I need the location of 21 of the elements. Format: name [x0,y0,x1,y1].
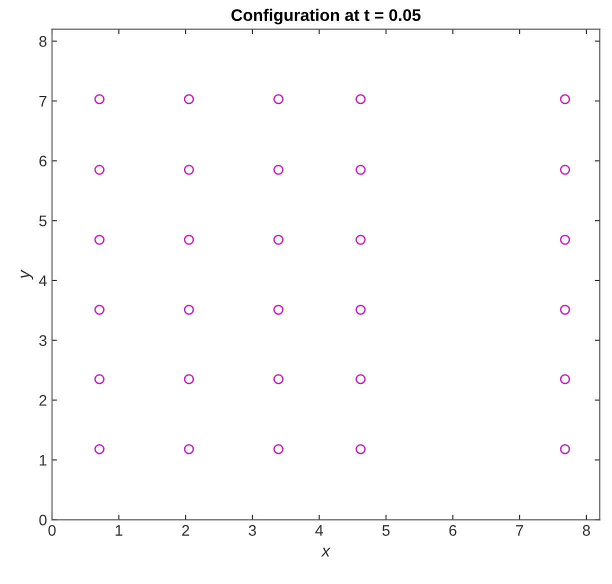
x-tick-label: 2 [182,525,190,536]
x-axis-title: x [321,548,331,556]
y-tick-label: 0 [39,514,47,526]
y-tick-label: 3 [39,335,46,346]
y-tick-label: 6 [39,156,46,166]
y-tick-label: 1 [40,454,46,466]
x-tick-label: 7 [516,525,524,536]
x-tick-label: 1 [116,525,122,536]
y-tick-label: 8 [39,36,46,47]
y-tick-label: 7 [39,96,46,107]
y-tick-label: 2 [39,394,46,406]
x-tick-label: 3 [248,525,256,536]
x-tick-label: 0 [48,525,56,536]
x-tick-label: 5 [382,525,390,536]
chart-title: Configuration at t = 0.05 [231,8,421,24]
x-tick-label: 4 [315,525,324,536]
x-tick-label: 8 [582,525,590,536]
x-tick-label: 6 [449,525,456,536]
y-tick-label: 5 [39,216,47,226]
y-axis-title: y [20,269,34,280]
y-tick-label: 4 [39,275,47,286]
